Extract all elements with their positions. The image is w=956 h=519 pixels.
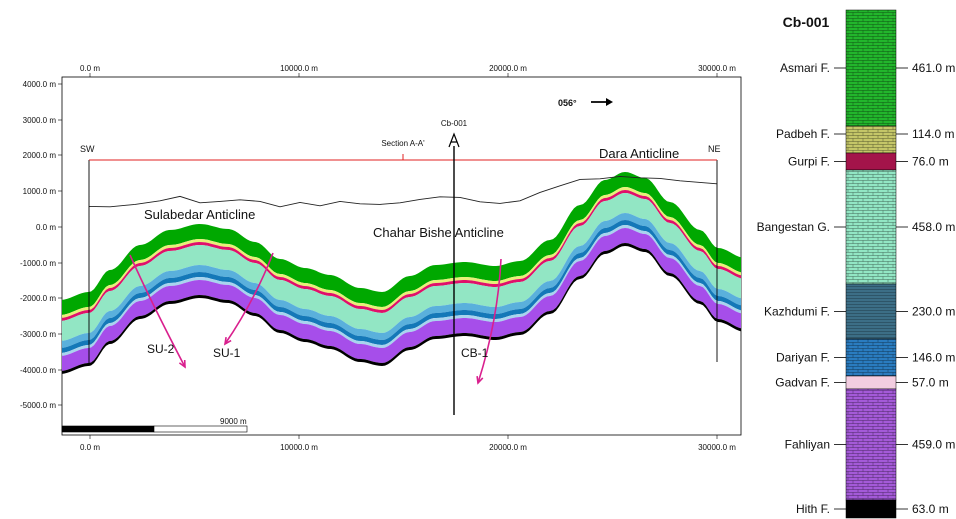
x-axis-top: 0.0 m 10000.0 m 20000.0 m 30000.0 m: [80, 64, 736, 77]
chahar-bishe-anticline-label: Chahar Bishe Anticline: [373, 225, 504, 240]
y-tick-5: -1000.0 m: [20, 259, 56, 268]
formation-thickness: 459.0 m: [912, 438, 955, 452]
well-derrick-icon: [448, 132, 460, 148]
fault-arrowhead-icon: [223, 336, 232, 346]
formation-name: Hith F.: [796, 502, 830, 516]
well-label: Cb-001: [441, 119, 468, 128]
y-tick-1: 3000.0 m: [23, 116, 57, 125]
layer-kazhdumi: [62, 213, 741, 348]
formation-layers: [62, 172, 741, 374]
formation-thickness: 57.0 m: [912, 376, 949, 390]
formation-thickness: 114.0 m: [912, 127, 954, 141]
y-tick-8: -4000.0 m: [20, 366, 56, 375]
fault-lines: [129, 252, 502, 385]
y-tick-7: -3000.0 m: [20, 330, 56, 339]
column-unit-3: [845, 152, 897, 171]
column-unit-9: [845, 499, 897, 519]
scale-bar-label: 9000 m: [220, 417, 247, 426]
formation-name: Fahliyan: [785, 438, 830, 452]
fault-su1: [224, 252, 274, 345]
formation-thickness: 76.0 m: [912, 155, 949, 169]
formation-name: Bangestan G.: [757, 220, 830, 234]
layer-asmari: [62, 172, 741, 315]
column-unit-pattern: [846, 10, 896, 126]
layer-bangestan: [62, 193, 741, 341]
formation-thickness: 461.0 m: [912, 61, 955, 75]
sw-label: SW: [80, 144, 95, 154]
formation-name: Gurpi F.: [788, 155, 830, 169]
layer-fahliyan: [62, 228, 741, 371]
fault-label-su2: SU-2: [147, 342, 175, 356]
scale-bar: 9000 m: [61, 417, 248, 433]
column-unit-pattern: [846, 284, 896, 339]
fault-cb1: [477, 258, 502, 384]
formation-thickness: 458.0 m: [912, 220, 955, 234]
y-tick-9: -5000.0 m: [20, 401, 56, 410]
y-tick-0: 4000.0 m: [23, 80, 57, 89]
formation-name: Dariyan F.: [776, 351, 830, 365]
y-tick-6: -2000.0 m: [20, 294, 56, 303]
x-tick-bottom-2: 20000.0 m: [489, 443, 527, 452]
y-tick-4: 0.0 m: [36, 223, 56, 232]
azimuth-label: 056°: [558, 98, 577, 108]
formation-name: Asmari F.: [780, 61, 830, 75]
sulabedar-anticline-label: Sulabedar Anticline: [144, 207, 255, 222]
topography-line: [88, 175, 718, 208]
column-unit-7: [845, 375, 897, 390]
formation-thickness: 146.0 m: [912, 351, 955, 365]
x-tick-top-2: 20000.0 m: [489, 64, 527, 73]
column-unit-pattern: [846, 170, 896, 284]
formation-name: Gadvan F.: [775, 376, 830, 390]
column-unit-pattern: [846, 339, 896, 376]
column-unit-pattern: [846, 389, 896, 500]
fault-arrowhead-icon: [178, 359, 186, 369]
column-title: Cb-001: [783, 14, 830, 30]
fault-label-cb1: CB-1: [461, 346, 489, 360]
y-tick-2: 2000.0 m: [23, 151, 57, 160]
ne-label: NE: [708, 144, 721, 154]
azimuth-arrow-icon: [591, 98, 613, 106]
x-tick-bottom-3: 30000.0 m: [698, 443, 736, 452]
y-axis: 4000.0 m 3000.0 m 2000.0 m 1000.0 m 0.0 …: [20, 80, 62, 410]
x-axis-bottom: 0.0 m 10000.0 m 20000.0 m 30000.0 m: [80, 435, 736, 452]
fault-label-su1: SU-1: [213, 346, 241, 360]
fault-arrowhead-icon: [476, 375, 484, 385]
x-tick-top-0: 0.0 m: [80, 64, 100, 73]
y-tick-3: 1000.0 m: [23, 187, 57, 196]
formation-name: Kazhdumi F.: [764, 305, 830, 319]
formation-thickness: 230.0 m: [912, 305, 955, 319]
stratigraphic-column: Cb-001 Asmari F. 461.0 m Padbeh F. 114.0 m G…: [757, 9, 955, 519]
x-tick-bottom-1: 10000.0 m: [280, 443, 318, 452]
fault-su2: [129, 254, 186, 368]
x-tick-top-1: 10000.0 m: [280, 64, 318, 73]
section-label: Section A-A': [381, 139, 425, 148]
formation-name: Padbeh F.: [776, 127, 830, 141]
x-tick-bottom-0: 0.0 m: [80, 443, 100, 452]
x-tick-top-3: 30000.0 m: [698, 64, 736, 73]
dara-anticline-label: Dara Anticline: [599, 146, 679, 161]
formation-thickness: 63.0 m: [912, 502, 949, 516]
column-unit-pattern: [846, 126, 896, 153]
